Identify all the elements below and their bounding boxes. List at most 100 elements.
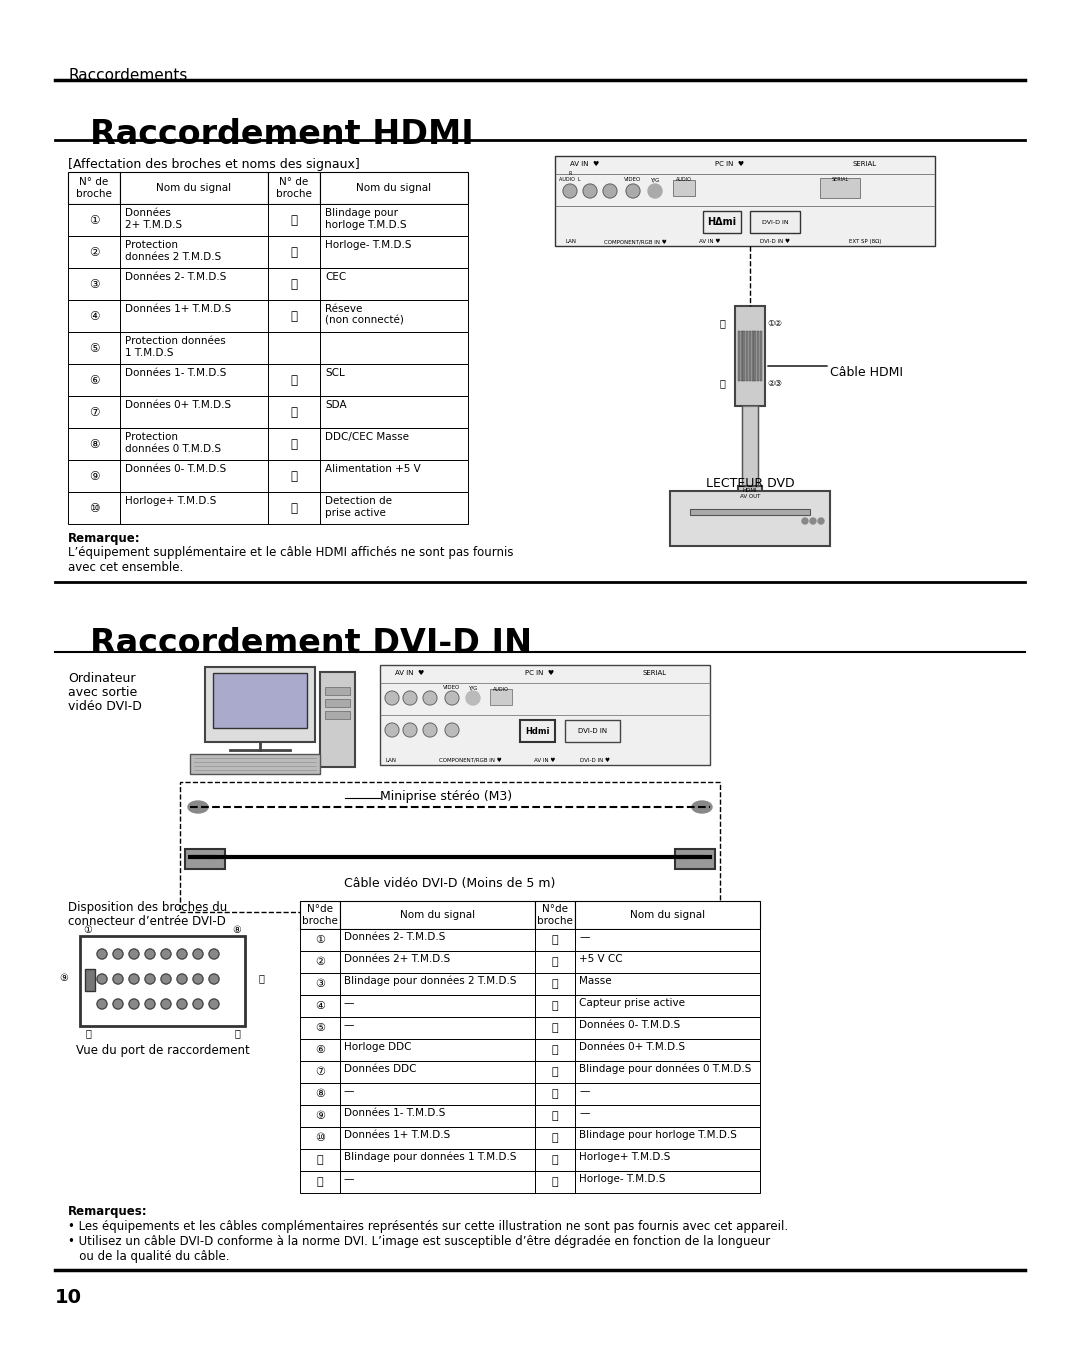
Text: AUDIO: AUDIO [676,177,692,181]
Text: Protection données
1 T.M.D.S: Protection données 1 T.M.D.S [125,336,226,357]
Text: ⑥: ⑥ [89,374,99,386]
Circle shape [215,856,217,858]
Bar [340,929,535,951]
Circle shape [678,856,681,858]
Bar [300,1039,340,1062]
Bar [120,236,268,268]
Bar [575,929,760,951]
Bar [340,951,535,974]
Bar [268,364,320,395]
Bar [268,492,320,524]
Text: ⑫: ⑫ [316,1177,323,1187]
Text: DVI-D IN: DVI-D IN [579,728,608,734]
Bar [268,332,320,364]
Text: ②: ② [315,957,325,967]
Bar [320,364,468,395]
Text: HΔmi: HΔmi [707,217,737,227]
Text: [Affectation des broches et noms des signaux]: [Affectation des broches et noms des sig… [68,158,360,171]
Text: ⑵: ⑵ [552,1133,558,1143]
Bar [575,951,760,974]
Circle shape [403,691,417,705]
Circle shape [177,949,187,959]
Bar [68,492,120,524]
Circle shape [177,974,187,984]
Bar [575,900,760,929]
Circle shape [465,691,480,705]
Bar [300,1017,340,1039]
Bar [340,1127,535,1150]
Text: ②: ② [89,245,99,259]
Bar [300,900,340,929]
Text: Horloge- T.M.D.S: Horloge- T.M.D.S [325,240,411,250]
Text: COMPONENT/RGB IN ♥: COMPONENT/RGB IN ♥ [438,758,501,764]
Text: Blindage pour horloge T.M.D.S: Blindage pour horloge T.M.D.S [579,1131,737,1140]
Bar [68,301,120,332]
Text: ⑯: ⑯ [258,974,264,983]
Text: ⑧: ⑧ [315,1089,325,1099]
Bar [320,301,468,332]
Text: ③: ③ [315,979,325,988]
Bar [340,1062,535,1083]
Text: Câble HDMI: Câble HDMI [831,366,903,379]
Bar [575,974,760,995]
Bar [320,672,355,766]
Text: L’équipement supplémentaire et le câble HDMI affichés ne sont pas fournis
avec c: L’équipement supplémentaire et le câble … [68,546,513,574]
Bar [268,268,320,301]
Circle shape [129,999,139,1009]
Text: —: — [579,932,590,942]
Bar [68,332,120,364]
Circle shape [193,974,203,984]
Text: Nom du signal: Nom du signal [630,910,705,919]
Text: COMPONENT/RGB IN ♥: COMPONENT/RGB IN ♥ [604,240,666,244]
Text: AUDIO: AUDIO [494,686,509,692]
Text: Données 2+ T.M.D.S: Données 2+ T.M.D.S [345,955,450,964]
Text: ⑭: ⑭ [552,957,558,967]
Bar [535,1039,575,1062]
Bar [268,460,320,492]
Text: —: — [345,1174,354,1183]
Circle shape [113,949,123,959]
Text: vidéo DVI-D: vidéo DVI-D [68,700,141,714]
Text: ⑧: ⑧ [232,925,241,936]
Text: ⑭: ⑭ [291,310,297,322]
Bar [180,783,720,913]
Text: Horloge- T.M.D.S: Horloge- T.M.D.S [579,1174,665,1183]
Bar [746,330,748,380]
Text: Données 1- T.M.D.S: Données 1- T.M.D.S [345,1108,445,1118]
Text: Nom du signal: Nom du signal [157,183,231,194]
Text: ⑳: ⑳ [552,1089,558,1099]
Text: LECTEUR DVD: LECTEUR DVD [705,477,794,490]
Text: Données 2- T.M.D.S: Données 2- T.M.D.S [345,932,445,942]
Bar [738,486,762,516]
Bar [120,428,268,460]
Text: ⑨: ⑨ [89,470,99,482]
Text: N° de
broche: N° de broche [76,177,112,199]
Circle shape [201,856,203,858]
Circle shape [384,691,399,705]
Circle shape [689,856,692,858]
Text: SERIAL: SERIAL [832,177,849,181]
Text: ⑦: ⑦ [89,405,99,418]
Circle shape [129,949,139,959]
Text: N°de
broche: N°de broche [537,904,572,926]
Bar [300,951,340,974]
Bar [68,172,120,204]
Bar [741,330,743,380]
Text: Nom du signal: Nom du signal [356,183,432,194]
Bar [268,172,320,204]
Text: Données 1+ T.M.D.S: Données 1+ T.M.D.S [125,305,231,314]
Circle shape [423,723,437,737]
Circle shape [145,999,156,1009]
Circle shape [210,999,219,1009]
Text: ⑰: ⑰ [552,1024,558,1033]
Text: Horloge+ T.M.D.S: Horloge+ T.M.D.S [125,496,216,506]
Circle shape [193,999,203,1009]
Bar [268,236,320,268]
Text: ⑱: ⑱ [291,470,297,482]
Circle shape [177,999,187,1009]
Text: ②③: ②③ [767,379,782,389]
Bar [300,1127,340,1150]
Text: Ordinateur: Ordinateur [68,672,135,685]
Bar [743,330,745,380]
Text: Raccordement DVI-D IN: Raccordement DVI-D IN [90,627,532,659]
